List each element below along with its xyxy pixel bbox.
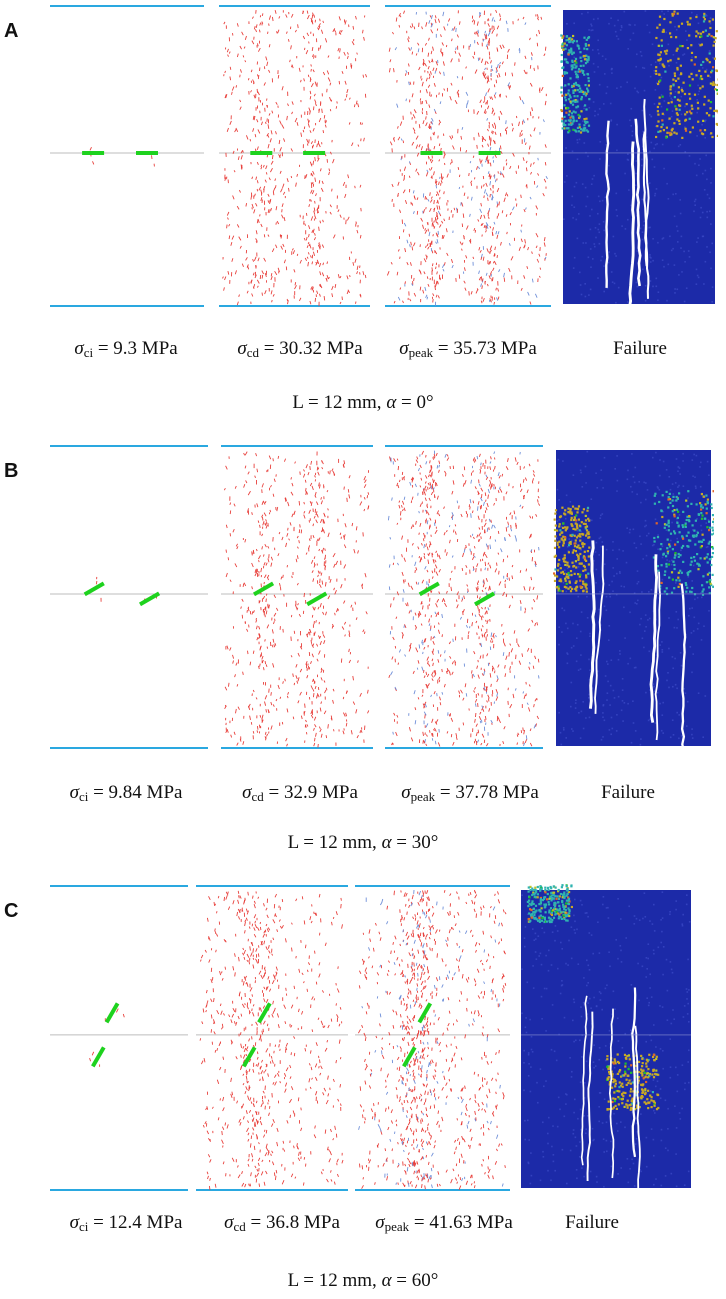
microcracks [387,450,541,747]
stress-initiation-caption: σci = 12.4 MPa [69,1212,183,1234]
stage-peak-image [385,5,551,307]
failure-caption: Failure [565,1212,619,1233]
stress-damage-caption: σcd = 36.8 MPa [224,1212,340,1234]
panel-letter: B [4,460,19,482]
condition-label: L = 12 mm, α = 30° [287,832,439,853]
panel-c: C σci = 12.4 MPa σcd = 36.8 MPa σpeak = … [0,880,726,1299]
stress-initiation-caption: σci = 9.3 MPa [74,338,178,360]
stress-damage-caption: σcd = 30.32 MPa [237,338,363,360]
panel-letter: C [4,900,19,922]
failure-caption: Failure [613,338,667,359]
stage-initiation-image [50,5,204,307]
condition-label: L = 12 mm, α = 60° [287,1270,439,1291]
panel-letter: A [4,20,19,42]
stage-damage-image [196,885,348,1191]
panel-b: B σci = 9.84 MPa σcd = 32.9 MPa σpeak = … [0,440,726,870]
fragments [521,884,691,1192]
stress-peak-caption: σpeak = 35.73 MPa [399,338,537,360]
fragments [560,10,718,308]
stage-failure-image [553,450,714,750]
stage-failure-image [521,884,691,1192]
stage-damage-image [219,5,370,307]
stage-initiation-image [50,445,208,749]
stage-failure-image [560,10,718,308]
failure-caption: Failure [601,782,655,803]
stress-initiation-caption: σci = 9.84 MPa [69,782,183,804]
microcracks [89,1008,125,1067]
stress-damage-caption: σcd = 32.9 MPa [242,782,358,804]
stress-peak-caption: σpeak = 41.63 MPa [375,1212,513,1234]
stage-damage-image [221,445,373,749]
microcracks [199,890,344,1191]
microcracks [386,9,548,307]
microcracks [222,9,368,307]
stage-initiation-image [50,885,188,1191]
condition-label: L = 12 mm, α = 0° [292,392,434,413]
microcracks [89,147,155,167]
microcracks [223,451,370,748]
fragments [553,450,714,750]
microcracks [358,889,507,1190]
stage-peak-image [355,885,510,1191]
stress-peak-caption: σpeak = 37.78 MPa [401,782,539,804]
panel-a: A σci = 9.3 MPa σcd = 30.32 MPa σpeak = … [0,0,726,430]
stage-peak-image [385,445,543,749]
